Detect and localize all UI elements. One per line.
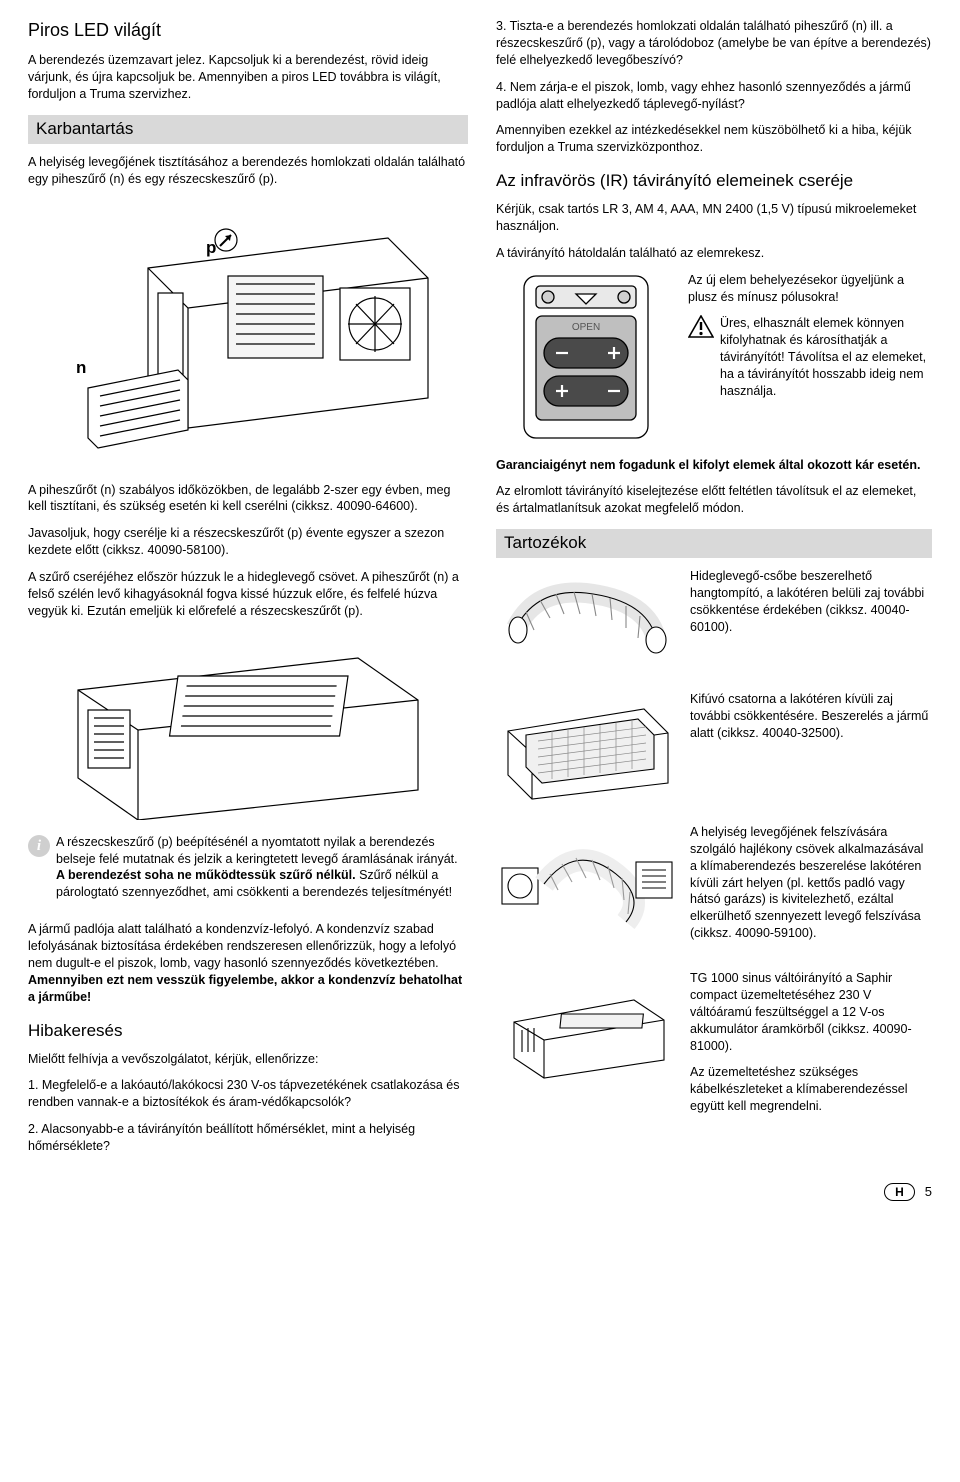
paragraph: Hideglevegő-csőbe beszerelhető hangtompí… — [690, 568, 932, 636]
heading-troubleshoot: Hibakeresés — [28, 1020, 468, 1043]
figure-acc-muffler — [496, 568, 676, 673]
info-icon: i — [28, 835, 50, 857]
warning-text: Üres, elhasznált elemek könnyen kifolyha… — [720, 315, 932, 399]
svg-text:OPEN: OPEN — [572, 322, 600, 333]
figure-remote: OPEN — [496, 272, 676, 447]
paragraph: Kifúvó csatorna a lakótéren kívüli zaj t… — [690, 691, 932, 742]
paragraph: 4. Nem zárja-e el piszok, lomb, vagy ehh… — [496, 79, 932, 113]
paragraph: Amennyiben ezekkel az intézkedésekkel ne… — [496, 122, 932, 156]
info-text: A részecskeszűrő (p) beépítésénél a nyom… — [56, 834, 468, 902]
figure-filters: n p — [28, 198, 468, 468]
figure-unit — [28, 630, 468, 820]
warning-icon — [688, 315, 714, 339]
lang-badge: H — [884, 1183, 915, 1201]
paragraph: Az új elem behelyezésekor ügyeljünk a pl… — [688, 272, 932, 306]
paragraph: A berendezés üzemzavart jelez. Kapcsolju… — [28, 52, 468, 103]
paragraph: Mielőtt felhívja a vevőszolgálatot, kérj… — [28, 1051, 468, 1068]
figure-acc-channel — [496, 691, 676, 806]
heading-ir-replace: Az infravörös (IR) távirányító elemeinek… — [496, 170, 932, 193]
paragraph: 3. Tiszta-e a berendezés homlokzati olda… — [496, 18, 932, 69]
page-number: 5 — [925, 1183, 932, 1201]
paragraph: Az üzemeltetéshez szükséges kábelkészlet… — [690, 1064, 932, 1115]
section-maintenance: Karbantartás — [28, 115, 468, 144]
paragraph: A jármű padlója alatt található a konden… — [28, 921, 468, 1005]
page-footer: H 5 — [28, 1183, 932, 1201]
section-accessories: Tartozékok — [496, 529, 932, 558]
paragraph: A helyiség levegőjének tisztításához a b… — [28, 154, 468, 188]
paragraph: TG 1000 sinus váltóirányító a Saphir com… — [690, 970, 932, 1054]
heading-red-led: Piros LED világít — [28, 18, 468, 42]
label-p: p — [206, 238, 216, 257]
label-n: n — [76, 358, 86, 377]
paragraph: A távirányító hátoldalán található az el… — [496, 245, 932, 262]
paragraph: 2. Alacsonyabb-e a távirányítón beállíto… — [28, 1121, 468, 1155]
paragraph: Javasoljuk, hogy cserélje ki a részecske… — [28, 525, 468, 559]
figure-acc-flexhose — [496, 824, 676, 949]
paragraph: A szűrő cseréjéhez először húzzuk le a h… — [28, 569, 468, 620]
paragraph: Az elromlott távirányító kiselejtezése e… — [496, 483, 932, 517]
paragraph: Kérjük, csak tartós LR 3, AM 4, AAA, MN … — [496, 201, 932, 235]
paragraph: A piheszűrőt (n) szabályos időközökben, … — [28, 482, 468, 516]
figure-acc-inverter — [496, 970, 676, 1085]
paragraph-bold: Garanciaigényt nem fogadunk el kifolyt e… — [496, 457, 932, 474]
paragraph: A helyiség levegőjének felszívására szol… — [690, 824, 932, 942]
paragraph: 1. Megfelelő-e a lakóautó/lakókocsi 230 … — [28, 1077, 468, 1111]
